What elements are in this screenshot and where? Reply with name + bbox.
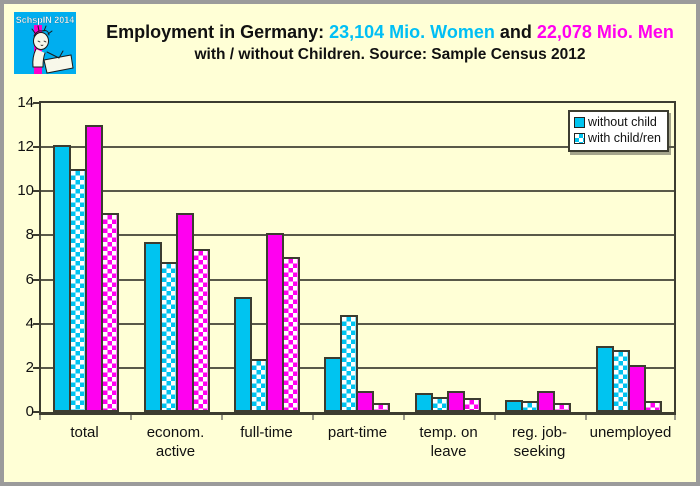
x-category-label: part-time — [327, 424, 388, 441]
bar — [234, 297, 253, 412]
bar — [643, 401, 662, 412]
schspin-logo: SchspIN 2014 — [14, 12, 76, 74]
legend-label: without child — [588, 115, 657, 129]
bar-group-6 — [493, 103, 583, 412]
bar — [462, 398, 481, 412]
y-tick-label: 14 — [17, 94, 34, 111]
x-category-label: temp. on leave — [419, 424, 478, 460]
chart-subtitle: with / without Children. Source: Sample … — [194, 46, 586, 63]
bar-group-5 — [403, 103, 493, 412]
x-tick-mark — [221, 415, 223, 420]
x-tick-mark — [674, 415, 676, 420]
y-tick-mark — [33, 102, 40, 104]
y-tick-label: 4 — [25, 314, 34, 332]
chart-title-block: Employment in Germany: 23,104 Mio. Women… — [84, 22, 696, 64]
legend-label: with child/ren — [588, 131, 661, 146]
x-tick-mark — [494, 415, 496, 420]
gridline — [41, 146, 674, 149]
x-category-label: econom. active — [146, 424, 205, 460]
y-tick-mark — [33, 278, 40, 281]
y-tick-mark — [33, 411, 40, 413]
y-tick-label: 6 — [25, 270, 34, 288]
bar — [627, 365, 646, 412]
x-category-label: unemployed — [589, 424, 672, 441]
legend-swatch-checker-icon — [574, 132, 586, 144]
gridline — [41, 278, 674, 281]
bar — [340, 315, 359, 412]
bar — [191, 249, 210, 412]
bar-group-3 — [222, 103, 312, 412]
bar — [553, 403, 572, 412]
title-and: and — [494, 22, 537, 42]
logo-illustration-icon: SchspIN 2014 — [14, 12, 76, 74]
gridline — [41, 190, 674, 193]
bar — [282, 257, 301, 412]
bar-group-4 — [312, 103, 402, 412]
bar — [372, 403, 391, 412]
gridline — [41, 234, 674, 237]
legend-swatch-solid-icon — [574, 116, 586, 128]
bar — [356, 391, 375, 412]
x-tick-mark — [312, 415, 314, 420]
x-tick-mark — [403, 415, 405, 420]
plot-area: without child with child/ren — [39, 101, 676, 415]
bar-groups — [41, 103, 674, 412]
y-tick-mark — [33, 190, 40, 193]
bar — [537, 391, 556, 412]
x-axis-ticks — [39, 415, 676, 421]
y-axis: 0 2 4 6 8 10 12 14 — [8, 95, 34, 420]
title-women-count: 23,104 Mio. Women — [329, 22, 495, 42]
legend-item-with-children: with child/ren — [574, 130, 661, 146]
y-tick-mark — [33, 322, 40, 325]
bar — [101, 213, 120, 412]
x-tick-mark — [585, 415, 587, 420]
y-tick-mark — [33, 234, 40, 237]
x-tick-mark — [39, 415, 41, 420]
bar-group-1 — [41, 103, 131, 412]
y-tick-label: 10 — [17, 182, 34, 200]
y-tick-label: 8 — [25, 226, 34, 244]
bar — [430, 397, 449, 412]
x-category-label: reg. job- seeking — [511, 424, 568, 460]
legend-item-without-child: without child — [574, 114, 661, 130]
legend: without child with child/ren — [568, 110, 669, 152]
x-axis-labels: total econom. active full-time part-time tem… — [39, 424, 676, 462]
y-tick-label: 12 — [17, 138, 34, 156]
y-tick-label: 2 — [25, 358, 34, 376]
chart-title: Employment in Germany: 23,104 Mio. Women… — [84, 22, 696, 43]
y-tick-mark — [33, 366, 40, 369]
bar — [611, 350, 630, 412]
bar-group-2 — [131, 103, 221, 412]
x-tick-mark — [130, 415, 132, 420]
x-category-label: full-time — [240, 424, 293, 441]
x-category-label: total — [70, 424, 99, 441]
y-tick-label: 0 — [25, 403, 34, 420]
y-tick-mark — [33, 146, 40, 149]
bar-group-7 — [584, 103, 674, 412]
title-prefix: Employment in Germany: — [106, 22, 330, 42]
title-men-count: 22,078 Mio. Men — [536, 22, 674, 42]
logo-text-svg: SchspIN 2014 — [16, 15, 75, 25]
